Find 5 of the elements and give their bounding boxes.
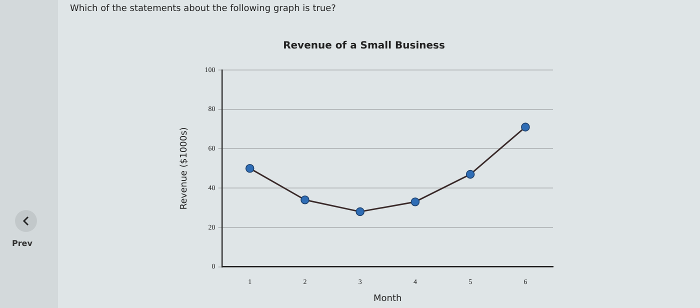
text: Prev: [12, 239, 32, 248]
text: Which of the statements about the following graph is true?: [70, 4, 336, 14]
chart-title: Revenue of a Small Business: [283, 40, 445, 52]
x-axis-title: Month: [374, 294, 402, 304]
y-axis-title: Revenue ($1000s): [180, 127, 190, 210]
